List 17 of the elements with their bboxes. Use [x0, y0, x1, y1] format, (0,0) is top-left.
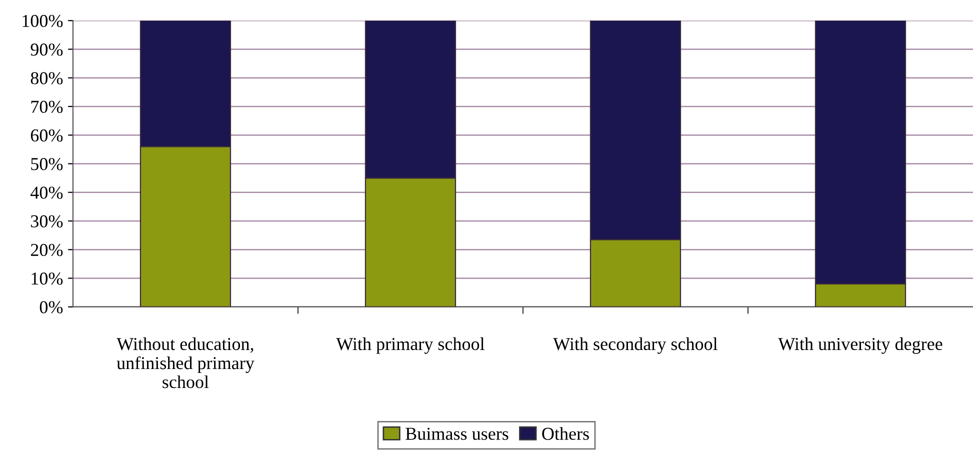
y-tick-label: 40% — [30, 186, 63, 199]
legend-label: Buimass users — [406, 428, 508, 440]
y-tick-label: 90% — [30, 43, 63, 56]
x-tick-label: With university degree — [778, 337, 942, 354]
x-tick-label: Without education, unfinished primary school — [116, 337, 254, 388]
y-tick-label: 50% — [31, 158, 63, 170]
y-tick-label: 30% — [31, 215, 63, 228]
y-tick-label: 80% — [30, 72, 63, 84]
y-tick-label: 70% — [31, 100, 63, 113]
y-tick-label: 60% — [30, 129, 63, 142]
x-tick-label: With primary school — [336, 337, 484, 354]
y-tick-label: 100% — [22, 14, 63, 28]
x-tick-label: With secondary school — [553, 337, 718, 354]
legend-label: Others — [542, 427, 589, 440]
y-tick-label: 0% — [40, 301, 63, 314]
y-tick-label: 10% — [32, 272, 63, 285]
y-tick-label: 20% — [30, 244, 63, 256]
